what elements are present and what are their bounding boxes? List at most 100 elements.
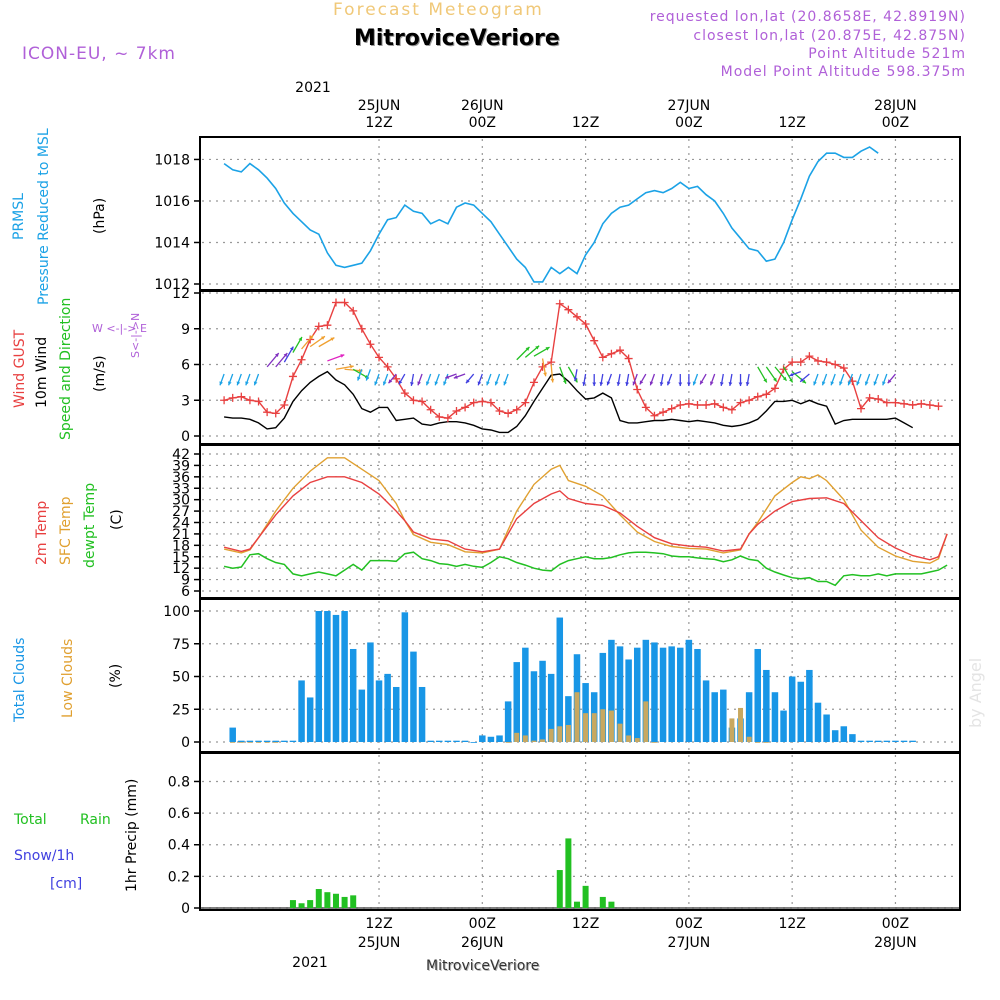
wind-gust-point	[882, 398, 891, 407]
wind-arrow-head	[719, 382, 724, 386]
label-wind-gust: Wind GUST	[12, 329, 28, 408]
wind-arrow-head	[535, 345, 540, 350]
wind-arrow-head	[659, 382, 664, 386]
wind-arrow-head	[357, 376, 361, 381]
requested-coords: requested lon,lat (20.8658E, 42.8919N)	[649, 9, 966, 25]
y-tick-label: 18	[172, 538, 190, 554]
total-cloud-bar	[539, 660, 546, 742]
bottom-hour-label: 00Z	[675, 916, 702, 932]
wind-arrow-head	[417, 381, 421, 386]
wind-arrow-head	[864, 381, 869, 386]
total-cloud-bar	[418, 686, 426, 742]
y-tick-label: 30	[172, 493, 190, 509]
y-tick-label: 6	[181, 584, 190, 600]
wind-gust-point	[288, 372, 297, 381]
wind-arrow-head	[236, 381, 241, 386]
axis-layer: 1012101410161018036912691215182124273033…	[154, 152, 200, 917]
total-cloud-bar	[306, 697, 314, 742]
wind-arrow-head	[763, 378, 767, 383]
wind-arrow-head	[365, 376, 370, 381]
y-tick-label: 100	[163, 604, 190, 620]
total-cloud-bar	[522, 647, 529, 742]
wind-arrow-head	[388, 379, 393, 384]
wind-gust-point	[478, 397, 487, 406]
wind-gust-point	[237, 392, 246, 401]
low-cloud-bar	[548, 728, 554, 742]
y-tick-label: 1018	[154, 152, 190, 168]
wind-arrow-head	[330, 337, 335, 342]
wind-gust-point	[813, 356, 822, 365]
wind-gust-point	[409, 396, 418, 405]
wind-gust-point	[667, 404, 676, 413]
total-cloud-bar	[831, 730, 839, 742]
y-tick-label: 21	[172, 527, 190, 543]
wind-gust-point	[762, 390, 771, 399]
grid-layer	[202, 139, 958, 909]
wind-arrow-head	[543, 372, 547, 377]
y-tick-label: 0	[181, 429, 190, 445]
pressure-line	[223, 146, 879, 283]
rain-bar	[582, 885, 589, 908]
wind-arrow-head	[800, 378, 805, 382]
meteogram-top-title: Forecast Meteogram	[333, 0, 544, 20]
wind-arrow-head	[592, 382, 597, 387]
label-low-clouds: Low Clouds	[60, 639, 76, 718]
wind-gust-point	[676, 401, 685, 410]
total-cloud-bar	[367, 642, 374, 742]
wind-arrow-head	[374, 381, 378, 386]
model-label: ICON-EU, ~ 7km	[22, 44, 176, 64]
wind-arrow-head	[228, 381, 232, 386]
total-cloud-bar	[685, 639, 693, 742]
wind-arrow-head	[283, 353, 288, 358]
wind-arrow-head	[887, 379, 892, 384]
rain-bar	[307, 900, 314, 908]
wind-arrow-head	[678, 382, 683, 387]
y-tick-label: 0.6	[168, 806, 190, 822]
y-tick-label: 1012	[154, 277, 190, 293]
wind-arrow-head	[692, 381, 697, 386]
wind-arrow-head	[349, 364, 354, 369]
wind-gust-point	[245, 396, 254, 405]
wind-gust-point	[745, 396, 754, 405]
wind-arrow-head	[745, 382, 750, 386]
wind-gust-point	[581, 319, 590, 328]
wind-gust-point	[280, 401, 289, 410]
wind-gust-point	[254, 397, 263, 406]
closest-coords: closest lon,lat (20.875E, 42.875N)	[693, 28, 966, 44]
total-cloud-bar	[444, 740, 452, 742]
top-hour-label: 12Z	[778, 115, 805, 131]
label-prmsl-unit: (hPa)	[92, 198, 108, 234]
location-title: MitroviceVeriore	[354, 26, 560, 51]
wind-gust-point	[616, 346, 625, 355]
wind-gust-point	[366, 340, 375, 349]
wind-arrow-head	[398, 380, 403, 385]
bottom-hour-label: 12Z	[365, 916, 392, 932]
wind-gust-point	[839, 364, 848, 373]
wind-gust-point	[934, 402, 943, 411]
wind-arrow-head	[477, 381, 482, 386]
wind-gust-point	[788, 358, 797, 367]
low-cloud-bar	[591, 713, 597, 742]
wind-arrow-head	[245, 381, 249, 386]
wind-arrow-head	[789, 378, 793, 383]
bottom-hour-label: 12Z	[572, 916, 599, 932]
low-cloud-bar	[755, 742, 761, 743]
wind-arrow-head	[486, 381, 490, 386]
wind-gust-point	[521, 398, 530, 407]
total-cloud-bar	[866, 740, 873, 742]
wind-gust-point	[925, 401, 934, 410]
low-cloud-bar	[256, 742, 262, 743]
wind-gust-point	[271, 409, 280, 418]
total-cloud-bar	[547, 673, 555, 742]
rain-bar	[599, 896, 606, 908]
wind-gust-point	[633, 385, 642, 394]
y-tick-label: 3	[181, 393, 190, 409]
low-cloud-bar	[651, 742, 657, 743]
total-cloud-bar	[711, 692, 718, 742]
low-cloud-bar	[763, 742, 769, 743]
label-rain: Rain	[80, 812, 111, 828]
wind-gust-point	[529, 378, 538, 387]
total-cloud-bar	[263, 740, 271, 742]
rain-bar	[289, 900, 296, 908]
top-date-label: 28JUN	[874, 98, 917, 114]
